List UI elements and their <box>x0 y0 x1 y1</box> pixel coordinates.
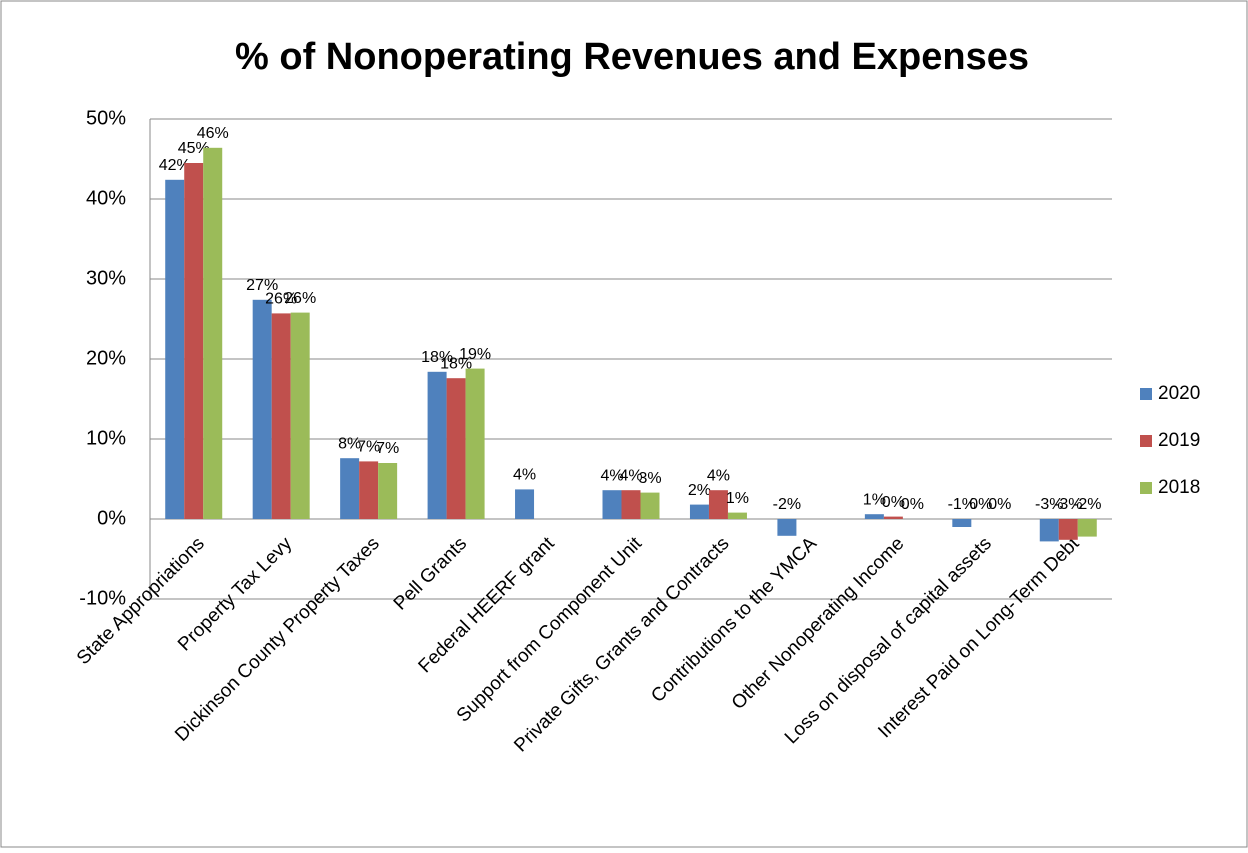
data-label: -1% <box>948 496 976 513</box>
data-label: 4% <box>600 467 623 484</box>
bar <box>727 512 747 519</box>
data-label: 45% <box>178 140 210 157</box>
bar <box>340 458 360 519</box>
data-label: 7% <box>357 439 380 456</box>
data-label: 4% <box>707 467 730 484</box>
data-label: 2% <box>688 482 711 499</box>
data-label: 1% <box>863 491 886 508</box>
bar <box>952 519 972 527</box>
bar <box>1039 519 1059 542</box>
data-label: 0% <box>901 496 924 513</box>
bar <box>290 312 310 519</box>
legend-label: 2019 <box>1158 430 1200 451</box>
bar <box>427 371 447 519</box>
bar <box>1058 519 1078 540</box>
y-tick-label: 0% <box>97 507 126 529</box>
y-tick-label: 30% <box>86 267 126 289</box>
bar <box>252 299 272 519</box>
bar <box>708 490 728 519</box>
bar <box>777 519 797 536</box>
data-label: 0% <box>882 494 905 511</box>
data-label: 7% <box>376 440 399 457</box>
data-label: 8% <box>338 435 361 452</box>
legend-label: 2020 <box>1158 383 1200 404</box>
data-label: 4% <box>619 467 642 484</box>
data-label: 42% <box>159 157 191 174</box>
bar <box>465 368 485 519</box>
bar <box>883 516 903 519</box>
data-label: 18% <box>440 355 472 372</box>
bar <box>689 504 709 519</box>
bar <box>602 490 622 519</box>
legend-swatch <box>1140 482 1152 494</box>
data-label: 1% <box>726 490 749 507</box>
data-label: 0% <box>969 496 992 513</box>
legend-swatch <box>1140 435 1152 447</box>
y-tick-label: 50% <box>86 107 126 129</box>
bar <box>184 163 204 519</box>
bar <box>864 514 884 519</box>
y-tick-label: 10% <box>86 427 126 449</box>
data-label: 18% <box>421 349 453 366</box>
data-label: 19% <box>459 346 491 363</box>
data-label: 46% <box>197 125 229 142</box>
data-label: 0% <box>988 496 1011 513</box>
chart-title: % of Nonoperating Revenues and Expenses <box>235 36 1029 78</box>
data-label: -3% <box>1054 496 1082 513</box>
data-label: -2% <box>1073 496 1101 513</box>
bar <box>515 489 535 519</box>
data-label: -2% <box>773 496 801 513</box>
data-label: 4% <box>513 467 536 484</box>
data-label: 3% <box>638 470 661 487</box>
bar <box>359 461 379 519</box>
bar <box>1077 519 1097 537</box>
data-label: 26% <box>265 291 297 308</box>
bar <box>446 378 466 519</box>
data-label: 26% <box>284 290 316 307</box>
bar <box>165 179 185 520</box>
legend-label: 2018 <box>1158 477 1200 498</box>
bar <box>621 490 641 519</box>
bar <box>640 492 660 519</box>
y-tick-label: -10% <box>79 587 126 609</box>
bar <box>378 463 398 519</box>
bar <box>203 147 223 520</box>
data-label: -3% <box>1035 496 1063 513</box>
data-label: 27% <box>246 277 278 294</box>
legend-swatch <box>1140 388 1152 400</box>
y-tick-label: 20% <box>86 347 126 369</box>
y-tick-label: 40% <box>86 187 126 209</box>
bar <box>271 313 291 519</box>
